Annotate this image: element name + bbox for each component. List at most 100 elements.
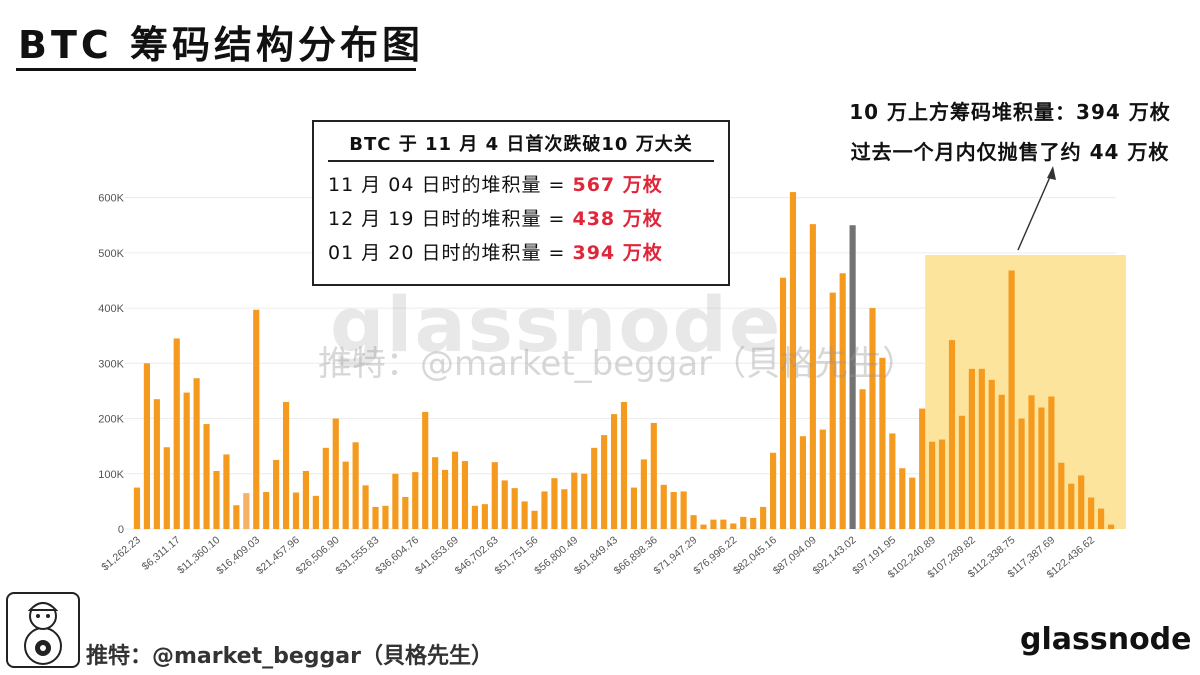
- bar: [620, 401, 628, 529]
- y-tick-label: 600K: [98, 193, 124, 205]
- bar: [213, 471, 220, 529]
- bar: [382, 505, 389, 529]
- page-title: BTC 筹码结构分布图: [18, 23, 425, 67]
- bar: [1098, 508, 1105, 529]
- bar: [143, 363, 150, 529]
- bar: [352, 442, 359, 529]
- avatar: [6, 592, 80, 668]
- title-underline: [16, 68, 416, 71]
- bar: [968, 368, 975, 529]
- bar: [700, 524, 707, 529]
- bar: [1048, 396, 1055, 529]
- watermark-brand: glassnode: [330, 280, 783, 369]
- bar: [571, 472, 578, 529]
- bar: [481, 504, 488, 529]
- info-row-3: 01 月 20 日时的堆积量 = 394 万枚: [328, 236, 714, 270]
- bar: [263, 491, 270, 529]
- bar: [581, 473, 588, 529]
- bar: [461, 461, 469, 529]
- bar: [233, 505, 240, 529]
- y-tick-label: 500K: [98, 248, 124, 260]
- bar: [591, 447, 598, 529]
- bar: [650, 422, 657, 529]
- bar: [720, 519, 727, 529]
- y-tick-label: 300K: [98, 358, 124, 370]
- bar: [282, 401, 290, 529]
- bar: [839, 273, 846, 529]
- bar: [551, 478, 558, 529]
- bar: [193, 378, 200, 529]
- highlight-region: [925, 255, 1126, 529]
- bar: [253, 309, 260, 529]
- bar: [432, 457, 439, 529]
- bar: [630, 487, 638, 529]
- glassnode-logo: glassnode: [1020, 622, 1192, 657]
- bar: [829, 292, 836, 529]
- bar: [799, 436, 806, 529]
- bar: [1008, 270, 1015, 529]
- bar: [859, 389, 866, 529]
- avatar-icon: [24, 602, 62, 665]
- bar: [889, 433, 896, 529]
- annotation-line-1: 10 万上方筹码堆积量：394 万枚: [849, 100, 1171, 124]
- bar: [173, 338, 180, 529]
- y-tick-label: 400K: [98, 303, 124, 315]
- bar: [273, 459, 280, 529]
- arrow-head: [1047, 166, 1056, 180]
- bar: [998, 394, 1005, 529]
- bar: [412, 472, 419, 529]
- bar: [133, 487, 141, 529]
- bar: [491, 462, 498, 529]
- bar: [362, 485, 369, 529]
- bar: [610, 414, 618, 529]
- bar: [750, 517, 757, 529]
- info-row-1-value: 567 万枚: [572, 174, 663, 196]
- y-tick-label: 0: [118, 524, 124, 536]
- bar: [660, 484, 667, 529]
- bar: [1038, 407, 1045, 529]
- annotation-line-2: 过去一个月内仅抛售了约 44 万枚: [850, 140, 1170, 164]
- bar: [511, 488, 518, 529]
- info-box-header: BTC 于 11 月 4 日首次跌破10 万大关: [328, 130, 714, 162]
- bar: [740, 516, 747, 529]
- y-axis-ticks: 0 100K 200K 300K 400K 500K 600K: [98, 193, 124, 536]
- info-row-1: 11 月 04 日时的堆积量 = 567 万枚: [328, 168, 714, 202]
- bar: [988, 379, 995, 529]
- info-box: BTC 于 11 月 4 日首次跌破10 万大关 11 月 04 日时的堆积量 …: [312, 120, 730, 286]
- bar: [909, 477, 916, 529]
- bar: [153, 399, 160, 529]
- info-row-3-value: 394 万枚: [572, 242, 663, 264]
- bar: [770, 452, 777, 529]
- info-row-1-label: 11 月 04 日时的堆积量 =: [328, 174, 566, 196]
- bar: [730, 523, 737, 529]
- bar: [849, 225, 856, 529]
- bar-layer: [133, 192, 1115, 530]
- annotation: 10 万上方筹码堆积量：394 万枚 过去一个月内仅抛售了约 44 万枚: [820, 92, 1200, 172]
- arrow-line: [1017, 169, 1054, 251]
- bar: [819, 429, 826, 529]
- bar: [183, 392, 190, 529]
- info-row-3-label: 01 月 20 日时的堆积量 =: [328, 242, 566, 264]
- footer-handle: 推特：@market_beggar（貝格先生）: [86, 644, 493, 669]
- bar: [451, 451, 459, 529]
- bar: [710, 519, 717, 529]
- x-axis-ticks: $1,262.23$6,311.17$11,360.10$16,409.03$2…: [99, 534, 1097, 581]
- bar: [292, 492, 300, 529]
- highlight-layer: [925, 255, 1126, 529]
- bar: [899, 468, 906, 529]
- bar: [809, 224, 816, 529]
- bar: [302, 471, 310, 529]
- annotation-arrow: [1017, 166, 1056, 251]
- bar: [342, 461, 349, 529]
- bar: [789, 192, 797, 530]
- bar: [1028, 395, 1035, 529]
- bar: [958, 415, 966, 529]
- bar: [680, 491, 687, 529]
- bar: [243, 493, 250, 529]
- bar: [332, 418, 339, 529]
- bar: [501, 480, 508, 529]
- bar: [471, 505, 478, 529]
- bar: [372, 506, 379, 529]
- bar: [879, 357, 886, 529]
